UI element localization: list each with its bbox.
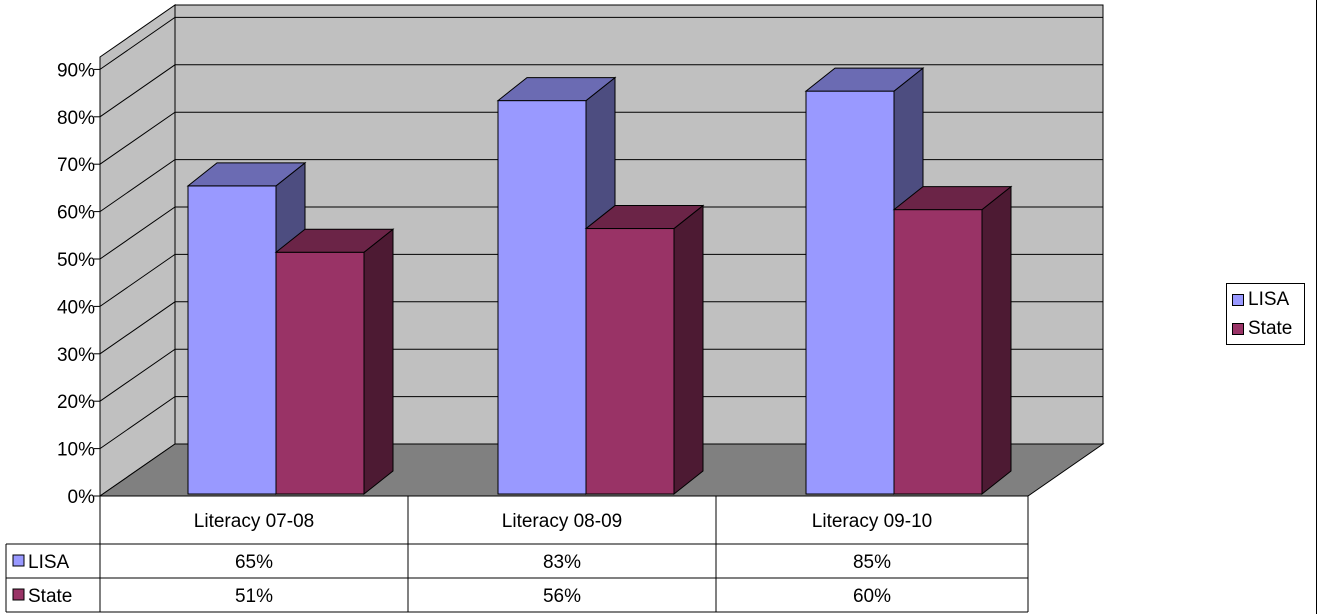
bar-top — [892, 186, 1013, 211]
bar-front — [497, 100, 587, 495]
y-tick-label: 30% — [57, 345, 95, 366]
legend-label-lisa: LISA — [1248, 289, 1290, 310]
data-table: Literacy 07-08 Literacy 08-09 Literacy 09-… — [5, 495, 1029, 613]
gridline — [99, 159, 1103, 213]
y-tick-label: 90% — [57, 60, 95, 81]
bar-side — [363, 228, 394, 496]
legend-item-state: State — [1232, 318, 1292, 340]
gridline — [99, 396, 1103, 450]
bar — [274, 228, 395, 496]
legend-item-lisa: LISA — [1232, 289, 1289, 311]
legend-label-state: State — [1248, 318, 1293, 339]
bar — [892, 185, 1013, 496]
gridline — [99, 348, 1103, 402]
table-row-swatch — [12, 588, 25, 601]
gridline — [99, 206, 1103, 260]
legend-swatch-state — [1232, 323, 1244, 335]
table-header-cell: Literacy 09-10 — [812, 511, 932, 532]
table-value-cell: 60% — [853, 586, 891, 607]
table-header-cell: Literacy 08-09 — [502, 511, 622, 532]
bar — [496, 76, 617, 496]
table-value-cell: 85% — [853, 552, 891, 573]
bars — [186, 67, 1013, 496]
table-row-label: LISA — [28, 552, 70, 573]
y-tick-label: 60% — [57, 203, 95, 224]
bar-side — [981, 185, 1012, 496]
gridline — [99, 301, 1103, 355]
bar-front — [187, 185, 277, 495]
bar-top — [804, 67, 925, 92]
y-tick-label: 80% — [57, 108, 95, 129]
y-tick-label: 70% — [57, 155, 95, 176]
gridline — [99, 16, 1103, 70]
bar-top — [496, 77, 617, 102]
bar-top — [274, 228, 395, 253]
y-tick-label: 50% — [57, 250, 95, 271]
bar — [584, 204, 705, 496]
bar-top — [186, 162, 307, 187]
legend: LISA State — [1226, 283, 1305, 345]
table-value-cell: 51% — [235, 586, 273, 607]
bar-front — [275, 251, 365, 495]
table-value-cell: 65% — [235, 552, 273, 573]
gridline — [99, 64, 1103, 118]
y-tick-label: 10% — [57, 440, 95, 461]
y-tick-label: 0% — [68, 487, 96, 508]
gridlines — [99, 16, 1103, 450]
y-axis: 0% 10% 20% 30% 40% 50% 60% 70% 80% 90% — [57, 60, 101, 508]
bar-front — [893, 209, 983, 495]
bar-side — [673, 204, 704, 496]
legend-swatch-lisa — [1232, 294, 1244, 306]
bar-top — [584, 205, 705, 230]
bar-front — [585, 228, 675, 495]
table-value-cell: 56% — [543, 586, 581, 607]
table-value-cell: 83% — [543, 552, 581, 573]
y-tick-label: 40% — [57, 297, 95, 318]
gridline — [99, 111, 1103, 165]
y-tick-label: 20% — [57, 392, 95, 413]
gridline — [99, 253, 1103, 307]
table-header-cell: Literacy 07-08 — [194, 511, 314, 532]
table-row-swatch — [12, 554, 25, 567]
table-row-label: State — [28, 586, 72, 607]
frame-border — [1316, 0, 1317, 614]
bar-front — [805, 90, 895, 495]
